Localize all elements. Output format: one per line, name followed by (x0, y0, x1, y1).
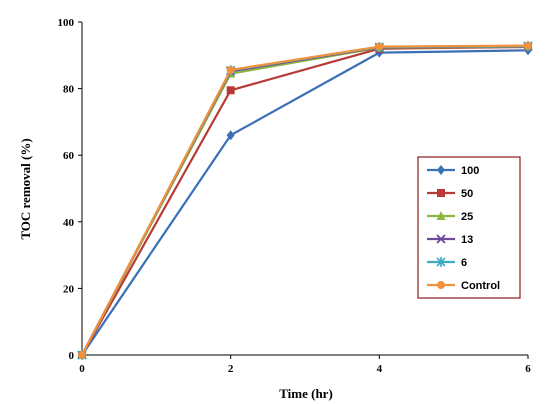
data-point (78, 351, 86, 359)
legend-item: Control (427, 280, 500, 292)
legend-label: Control (461, 280, 500, 292)
legend-label: 25 (461, 211, 473, 223)
legend-swatch-marker (437, 281, 445, 289)
series-line (81, 49, 529, 356)
data-point (226, 86, 235, 95)
legend-swatch-marker (437, 189, 445, 197)
x-tick-label: 2 (228, 363, 234, 375)
legend-label: 13 (461, 234, 473, 246)
legend-item: 100 (427, 165, 479, 177)
x-tick-label: 4 (377, 363, 383, 375)
legend-label: 6 (461, 257, 467, 269)
y-tick-label: 80 (63, 84, 75, 96)
x-axis-title: Time (hr) (279, 386, 333, 401)
legend-item: 50 (427, 188, 473, 200)
x-tick-label: 6 (525, 363, 531, 375)
legend-item: 6 (427, 257, 467, 269)
legend-swatch-marker (437, 165, 445, 175)
legend-label: 100 (461, 165, 479, 177)
legend-item: 25 (427, 211, 473, 223)
y-ticks: 0 20 40 60 80 100 (58, 17, 82, 362)
series-line (81, 44, 529, 356)
data-point (375, 42, 384, 51)
data-point (226, 65, 235, 74)
series-control (78, 41, 532, 359)
series-layer (77, 40, 533, 360)
legend: 100 50 25 13 6 Control (417, 156, 521, 299)
legend-swatch-marker (436, 211, 446, 220)
y-axis-title: TOC removal (%) (18, 138, 33, 239)
legend-swatch-marker (436, 234, 446, 244)
y-tick-label: 40 (63, 217, 75, 229)
y-tick-label: 100 (58, 17, 75, 29)
x-tick-label: 0 (79, 363, 85, 375)
legend-item: 13 (427, 234, 473, 246)
legend-box (417, 156, 521, 299)
axes (81, 22, 528, 356)
legend-swatch-marker (436, 257, 446, 267)
legend-items: 100 50 25 13 6 Control (427, 165, 500, 292)
y-tick-label: 0 (69, 350, 75, 362)
legend-label: 50 (461, 188, 473, 200)
data-point (226, 130, 235, 141)
data-point (524, 41, 532, 50)
x-ticks: 0 2 4 6 (79, 355, 531, 375)
y-tick-label: 20 (63, 283, 75, 295)
y-tick-label: 60 (63, 150, 75, 162)
